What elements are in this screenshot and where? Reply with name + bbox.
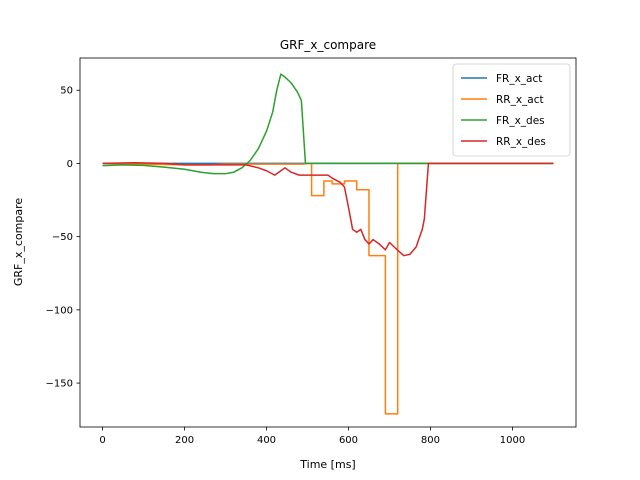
x-tick-label: 0 [99,435,105,446]
x-axis-label: Time [ms] [299,458,355,471]
y-tick-label: −50 [52,232,73,243]
legend-label-FR_x_act: FR_x_act [496,73,542,85]
series-line-FR_x_des [102,73,554,175]
legend-label-FR_x_des: FR_x_des [496,115,545,127]
y-tick-label: 0 [67,159,73,170]
series-line-RR_x_des [102,161,554,257]
legend-label-RR_x_des: RR_x_des [496,136,546,148]
x-tick-label: 200 [175,435,194,446]
series-layer [102,73,554,415]
series-line-RR_x_act [102,162,554,415]
plot-frame [79,57,577,428]
legend-box [452,63,571,157]
legend: FR_x_act RR_x_act FR_x_des RR_x_des [452,63,571,157]
x-tick-label: 600 [339,435,358,446]
y-axis-label: GRF_x_compare [12,198,25,287]
legend-label-RR_x_act: RR_x_act [496,94,544,106]
x-tick-label: 800 [421,435,440,446]
y-tick-label: −150 [46,379,73,390]
chart-title: GRF_x_compare [280,38,376,52]
axis-layer: 0 200 400 600 800 1000 50 0 −50 −100 −150 [46,86,526,446]
y-tick-label: −100 [46,305,73,316]
y-tick-label: 50 [60,86,73,97]
x-tick-label: 1000 [500,435,525,446]
x-tick-label: 400 [257,435,276,446]
